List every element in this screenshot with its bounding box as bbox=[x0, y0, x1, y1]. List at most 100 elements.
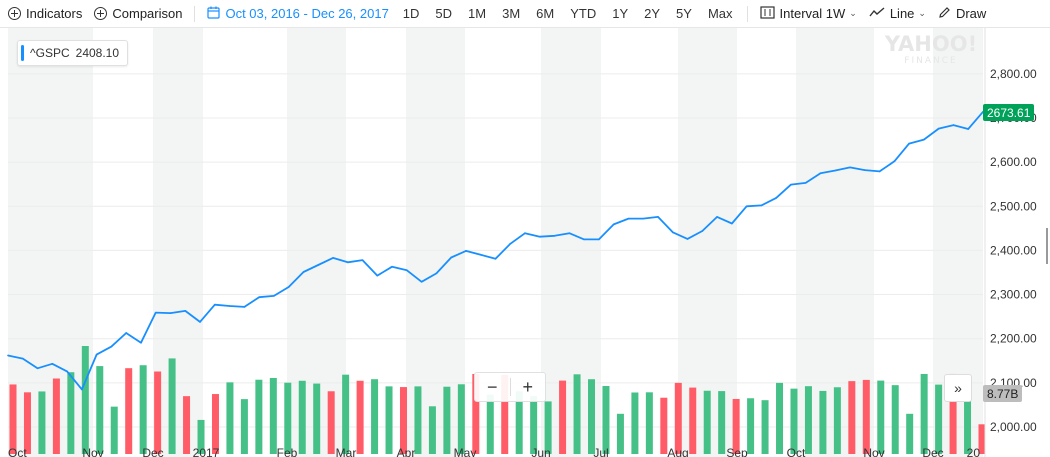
month-band bbox=[153, 28, 203, 457]
price-point bbox=[287, 286, 290, 288]
interval-label: Interval bbox=[779, 6, 823, 21]
volume-bar bbox=[689, 387, 697, 454]
price-point bbox=[849, 166, 851, 169]
interval-dropdown[interactable]: Interval 1W ⌄ bbox=[754, 0, 863, 27]
volume-bar bbox=[240, 399, 248, 454]
volume-bar bbox=[269, 377, 277, 454]
price-point bbox=[450, 256, 452, 259]
range-2y[interactable]: 2Y bbox=[644, 6, 661, 21]
price-point bbox=[775, 197, 777, 199]
volume-bar bbox=[168, 358, 176, 454]
volume-bar bbox=[776, 382, 784, 454]
zoom-in-button[interactable]: + bbox=[522, 376, 533, 397]
price-point bbox=[819, 172, 822, 174]
price-point bbox=[790, 183, 792, 186]
price-point bbox=[7, 354, 9, 357]
price-point bbox=[361, 259, 364, 261]
price-point bbox=[524, 232, 526, 234]
volume-bar bbox=[211, 394, 219, 454]
volume-bar bbox=[457, 384, 465, 454]
calendar-icon bbox=[207, 6, 221, 22]
x-axis: Oct Nov Dec 2017 Feb Mar Apr May Jun Jul Aug Sep Oct… bbox=[8, 446, 980, 457]
month-band bbox=[8, 28, 93, 457]
price-point bbox=[864, 169, 866, 171]
x-tick-label: Apr bbox=[397, 446, 416, 457]
price-point bbox=[214, 303, 216, 306]
price-point bbox=[302, 271, 305, 273]
price-point bbox=[169, 312, 172, 314]
volume-bar bbox=[399, 387, 407, 454]
price-point bbox=[568, 232, 571, 234]
x-tick-label: May bbox=[454, 446, 477, 457]
volume-bar bbox=[38, 391, 46, 454]
volume-bar bbox=[371, 379, 379, 454]
price-point bbox=[317, 264, 320, 266]
price-point bbox=[406, 269, 408, 272]
volume-bar bbox=[327, 391, 335, 454]
volume-bar bbox=[718, 391, 726, 454]
x-tick-label: Oct bbox=[787, 446, 806, 457]
volume-bar bbox=[530, 396, 538, 454]
time-bands bbox=[8, 28, 983, 457]
price-point bbox=[273, 295, 275, 297]
range-1y[interactable]: 1Y bbox=[612, 6, 629, 21]
interval-value: 1W bbox=[825, 6, 846, 21]
price-point bbox=[36, 367, 39, 370]
zoom-control: − + bbox=[474, 372, 546, 402]
volume-bar bbox=[645, 392, 653, 454]
draw-button[interactable]: Draw bbox=[932, 0, 992, 27]
x-tick-label: Oct bbox=[8, 446, 27, 457]
legend-symbol: ^GSPC bbox=[30, 46, 70, 60]
resize-handle[interactable] bbox=[1046, 228, 1048, 264]
volume-bar bbox=[660, 397, 668, 454]
last-volume-tag: 8.77B bbox=[983, 385, 1023, 402]
zoom-out-button[interactable]: − bbox=[486, 376, 498, 397]
series-legend[interactable]: ^GSPC 2408.10 bbox=[17, 40, 129, 66]
price-point bbox=[154, 311, 157, 314]
price-chart[interactable]: 2,000.002,100.002,200.002,300.002,400.00… bbox=[0, 28, 1050, 457]
range-6m[interactable]: 6M bbox=[536, 6, 555, 21]
volume-bar bbox=[9, 384, 17, 454]
range-1m[interactable]: 1M bbox=[468, 6, 487, 21]
draw-label: Draw bbox=[955, 6, 987, 21]
chevron-down-icon: ⌄ bbox=[849, 8, 857, 18]
chart-type-dropdown[interactable]: Line ⌄ bbox=[863, 0, 932, 27]
volume-bar bbox=[804, 386, 812, 454]
indicators-button[interactable]: Indicators bbox=[0, 0, 88, 27]
toolbar-divider bbox=[746, 5, 748, 22]
range-5d[interactable]: 5D bbox=[435, 6, 453, 21]
range-1d[interactable]: 1D bbox=[402, 6, 420, 21]
pencil-icon bbox=[938, 6, 951, 22]
volume-bar bbox=[790, 388, 798, 454]
volume-bar bbox=[703, 390, 711, 454]
volume-bar bbox=[284, 382, 292, 454]
volume-bar bbox=[935, 384, 943, 454]
price-point bbox=[731, 222, 733, 225]
price-point bbox=[716, 216, 718, 218]
comparison-button[interactable]: Comparison bbox=[88, 0, 188, 27]
volume-bar bbox=[573, 374, 581, 454]
volume-bar bbox=[819, 390, 827, 454]
month-band bbox=[406, 28, 465, 457]
x-tick-label: Dec bbox=[922, 446, 943, 457]
scroll-to-latest-button[interactable]: » bbox=[944, 374, 972, 402]
price-point bbox=[243, 306, 246, 308]
range-max[interactable]: Max bbox=[707, 6, 733, 21]
range-5y[interactable]: 5Y bbox=[676, 6, 692, 21]
price-point bbox=[967, 128, 970, 130]
volume-bar bbox=[255, 379, 263, 454]
volume-bar bbox=[631, 392, 639, 454]
volume-bar bbox=[23, 392, 31, 454]
price-point bbox=[923, 138, 925, 141]
volume-bar bbox=[848, 381, 856, 454]
volume-bar bbox=[443, 386, 451, 454]
date-range-picker[interactable]: Oct 03, 2016 - Dec 26, 2017 bbox=[201, 0, 394, 27]
volume-bar bbox=[110, 406, 118, 454]
range-3m[interactable]: 3M bbox=[502, 6, 521, 21]
volume-bar bbox=[616, 413, 624, 454]
y-tick-label: 2,600.00 bbox=[990, 155, 1037, 169]
range-ytd[interactable]: YTD bbox=[570, 6, 597, 21]
volume-bar bbox=[342, 374, 350, 454]
volume-bar bbox=[183, 396, 191, 454]
price-point bbox=[745, 205, 748, 208]
